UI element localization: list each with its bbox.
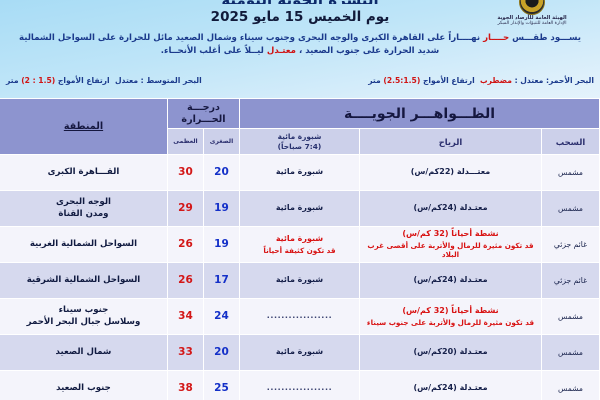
weather-forecast-table: الظـــواهـــر الجويــــة درجـــة الحـــرا…	[0, 98, 600, 400]
header-fog: شبورة مائية (7:4 صباحاً)	[238, 128, 361, 155]
weather-summary: يســـود طقـــس حــــار نهــــاراً على ال…	[4, 32, 596, 58]
cell-temp-max: 26	[166, 226, 204, 263]
red-sea-waves-unit: متر	[368, 76, 381, 85]
cell-wind: معتـدلة (20كم/س)	[359, 334, 542, 371]
cell-cloud: مشمس	[541, 370, 600, 400]
cell-fog: ..................	[238, 298, 361, 335]
table-row: غائم جزئي معتـدلة (24كم/س) شبورة مائية 17 26…	[0, 262, 600, 299]
cell-cloud: مشمس	[541, 190, 600, 227]
cell-wind: معتـــدلة (22كم/س)	[359, 154, 542, 191]
summary-text-2a: شديد الحرارة على جنوب الصعيد ،	[295, 46, 440, 57]
header-wind: الرياح	[359, 128, 542, 155]
red-sea-waves-label: ارتفاع الأمواج	[422, 76, 475, 85]
cell-cloud: مشمس	[541, 154, 600, 191]
cell-wind: نشطة أحياناً (32 كم/س) قد تكون مثيرة للرم…	[359, 298, 542, 335]
table-row: مشمس معتـــدلة (22كم/س) شبورة مائية 20 30 الق…	[0, 154, 600, 191]
table-row: مشمس معتـدلة (24كم/س).................. 25…	[0, 370, 600, 400]
cell-region: جنوب سيناء وسلاسل جبال البحر الأحمر	[0, 298, 168, 335]
table-body: مشمس معتـــدلة (22كم/س) شبورة مائية 20 30 الق…	[0, 154, 600, 400]
summary-moderate-word: معتـدل	[266, 46, 296, 57]
med-sea-waves-value: (1.5 : 2)	[21, 76, 56, 85]
red-sea-label: البحر الأحمر: معتدل :	[514, 76, 594, 85]
header-fog-line1: شبورة مائية	[277, 132, 322, 142]
red-sea-state: مضطرب	[480, 76, 512, 85]
header-cloud: السحب	[541, 128, 600, 155]
header-temperature: درجـــة الحـــرارة	[166, 98, 240, 129]
cell-cloud: غائم جزئي	[541, 226, 600, 263]
cell-fog: شبورة مائية	[238, 334, 361, 371]
cell-cloud: مشمس	[541, 334, 600, 371]
cell-wind: نشطة أحياناً (32 كم/س) قد تكون مثيرة للرم…	[359, 226, 542, 263]
cell-region: الوجه البحرى ومدن القناة	[0, 190, 168, 227]
cell-wind: معتـدلة (24كم/س)	[359, 262, 542, 299]
cell-temp-min: 25	[202, 370, 240, 400]
red-sea-waves-value: (2.5:1.5)	[383, 76, 421, 85]
cell-temp-max: 34	[166, 298, 204, 335]
cell-cloud: مشمس	[541, 298, 600, 335]
med-sea-label: البحر المتوسط : معتدل	[114, 76, 202, 85]
cell-fog: شبورة مائية قد تكون كثيفة أحياناً	[238, 226, 361, 263]
authority-name: الهيئة العامة للأرصاد الجوية	[497, 15, 567, 21]
mediterranean-conditions: البحر المتوسط : معتدل ارتفاع الأمواج (1.…	[6, 76, 202, 85]
cell-region: شمال الصعيد	[0, 334, 168, 371]
med-sea-waves-unit: متر	[6, 76, 19, 85]
cell-cloud: غائم جزئي	[541, 262, 600, 299]
cell-fog: شبورة مائية	[238, 190, 361, 227]
cell-fog: شبورة مائية	[238, 262, 361, 299]
table-header-top: الظـــواهـــر الجويــــة درجـــة الحـــرا…	[0, 98, 600, 155]
cell-temp-max: 33	[166, 334, 204, 371]
bulletin-header: الهيئة العامة للأرصاد الجوية الإدارة الع…	[0, 0, 600, 98]
summary-text-1b: نهــــاراً على القاهرة الكبرى والوجه الب…	[18, 33, 484, 43]
summary-text-1a: يســـود طقـــس	[509, 33, 581, 43]
med-sea-waves-label: ارتفاع الأمواج	[57, 76, 110, 85]
cell-temp-max: 26	[166, 262, 204, 299]
cell-temp-min: 19	[202, 190, 240, 227]
header-temp-min: الصغرى	[202, 128, 240, 155]
bulletin-title: النشرة الجوية اليومية	[0, 0, 600, 4]
cell-wind: معتـدلة (24كم/س)	[359, 190, 542, 227]
header-phenomena: الظـــواهـــر الجويــــة	[238, 98, 600, 129]
cell-fog: ..................	[238, 370, 361, 400]
red-sea-conditions: البحر الأحمر: معتدل : مضطرب ارتفاع الأمو…	[368, 76, 594, 85]
cell-fog: شبورة مائية	[238, 154, 361, 191]
summary-text-2b: ليــلاً على أغلب الأنحــاء.	[160, 46, 267, 57]
header-fog-line2: (7:4 صباحاً)	[277, 141, 322, 151]
table-row: مشمس نشطة أحياناً (32 كم/س) قد تكون مثيرة …	[0, 298, 600, 335]
cell-temp-min: 20	[202, 334, 240, 371]
cell-wind: معتـدلة (24كم/س)	[359, 370, 542, 400]
cell-region: السواحل الشمالية الشرقية	[0, 262, 168, 299]
cell-temp-min: 17	[202, 262, 240, 299]
cell-temp-min: 20	[202, 154, 240, 191]
cell-temp-min: 19	[202, 226, 240, 263]
table-header-sub: السحب الرياح شبورة مائية (7:4 صباحاً) ال…	[0, 128, 600, 155]
summary-hot-word: حــــار	[483, 33, 510, 43]
cell-temp-max: 38	[166, 370, 204, 400]
cell-temp-max: 30	[166, 154, 204, 191]
authority-logo-block: الهيئة العامة للأرصاد الجوية الإدارة الع…	[470, 0, 594, 27]
cell-region: جنوب الصعيد	[0, 370, 168, 400]
cell-temp-min: 24	[202, 298, 240, 335]
bulletin-date: يوم الخميس 15 مايو 2025	[210, 9, 390, 25]
cell-region: القـــاهرة الكبرى	[0, 154, 168, 191]
cell-region: السواحل الشمالية الغربية	[0, 226, 168, 263]
header-temp-max: العظمى	[166, 128, 204, 155]
table-row: مشمس معتـدلة (20كم/س) شبورة مائية 20 33 شمال …	[0, 334, 600, 371]
table-row: مشمس معتـدلة (24كم/س) شبورة مائية 19 29 الوجه…	[0, 190, 600, 227]
table-row: غائم جزئي نشطة أحياناً (32 كم/س) قد تكون م…	[0, 226, 600, 263]
cell-temp-max: 29	[166, 190, 204, 227]
sea-conditions: البحر الأحمر: معتدل : مضطرب ارتفاع الأمو…	[6, 76, 594, 85]
header-region: المنطقة	[0, 98, 168, 155]
authority-department: الإدارة العامة للتنبؤات والإنذار المبكر	[497, 21, 567, 27]
